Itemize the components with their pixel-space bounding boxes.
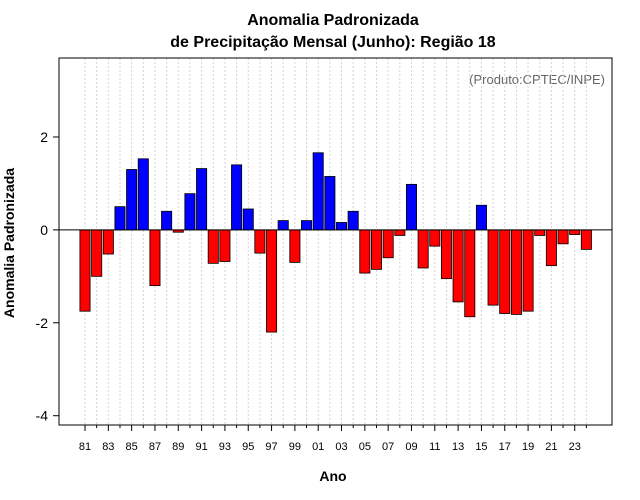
bar-13	[452, 229, 464, 303]
bar-19	[522, 229, 534, 312]
bar-08	[394, 229, 406, 236]
source-label: (Produto:CPTEC/INPE)	[469, 72, 605, 87]
x-tick-label: 83	[102, 441, 114, 453]
x-tick-label: 15	[475, 441, 487, 453]
bar-00	[301, 220, 313, 231]
bar-16	[487, 229, 499, 306]
axes: -4 -2 0 2 81 83 85 87 89 91 93 95 97 99 01 03 05 07 09 11 13…	[36, 57, 613, 453]
bar-92	[207, 229, 219, 264]
bar-15	[475, 204, 487, 231]
y-axis-label: Anomalia Padronizada	[1, 168, 17, 318]
x-tick-label: 81	[79, 441, 91, 453]
x-tick-label: 07	[382, 441, 394, 453]
plot-border	[58, 57, 613, 426]
bar-02	[324, 176, 336, 231]
x-tick-label: 89	[172, 441, 184, 453]
x-tick-label: 85	[126, 441, 138, 453]
bar-85	[126, 169, 138, 231]
bar-17	[499, 229, 511, 314]
bar-96	[254, 229, 266, 254]
x-tick-label: 13	[452, 441, 464, 453]
x-tick-label: 93	[219, 441, 231, 453]
x-tick-label: 01	[312, 441, 324, 453]
bar-94	[231, 164, 243, 231]
bar-83	[102, 229, 114, 255]
bar-06	[370, 229, 382, 270]
bar-14	[464, 229, 476, 318]
x-tick-label: 05	[359, 441, 371, 453]
chart-subtitle: de Precipitação Mensal (Junho): Região 1…	[170, 34, 496, 51]
y-tick-label: 0	[40, 222, 48, 238]
bar-93	[219, 229, 231, 262]
grid	[84, 58, 587, 425]
bar-05	[359, 229, 371, 274]
x-tick-label: 19	[522, 441, 534, 453]
bars	[79, 152, 592, 333]
bar-86	[137, 158, 149, 231]
x-axis-label: Ano	[319, 468, 346, 484]
bar-81	[79, 229, 91, 312]
y-tick-label: -4	[36, 408, 49, 424]
x-tick-label: 09	[405, 441, 417, 453]
x-tick-label: 91	[195, 441, 207, 453]
x-tick-label: 23	[569, 441, 581, 453]
bar-99	[289, 229, 301, 263]
bar-18	[510, 229, 522, 315]
x-tick-label: 17	[499, 441, 511, 453]
bar-84	[114, 206, 126, 231]
bar-20	[534, 229, 546, 236]
bar-10	[417, 229, 429, 269]
y-tick-label: 2	[40, 129, 48, 145]
bar-23	[569, 229, 581, 235]
x-tick-label: 97	[265, 441, 277, 453]
bar-87	[149, 229, 161, 287]
y-tick-label: -2	[36, 315, 49, 331]
x-tick-label: 21	[545, 441, 557, 453]
bar-12	[440, 229, 452, 280]
bar-97	[266, 229, 278, 333]
bar-90	[184, 193, 196, 231]
bar-01	[312, 152, 324, 231]
bar-07	[382, 229, 394, 259]
x-tick-label: 95	[242, 441, 254, 453]
bar-21	[545, 229, 557, 267]
x-tick-label: 11	[429, 441, 440, 453]
bar-04	[347, 210, 359, 231]
chart-title: Anomalia Padronizada	[247, 12, 419, 29]
bar-09	[405, 183, 417, 231]
bar-95	[242, 208, 254, 231]
x-tick-label: 87	[149, 441, 161, 453]
x-tick-label: 99	[289, 441, 301, 453]
bar-88	[161, 210, 173, 231]
bar-22	[557, 229, 569, 245]
bar-24	[580, 229, 592, 250]
bar-11	[429, 229, 441, 247]
bar-98	[277, 220, 289, 231]
bar-91	[196, 168, 208, 231]
bar-82	[91, 229, 103, 277]
x-tick-label: 03	[335, 441, 347, 453]
bar-03	[336, 222, 348, 231]
